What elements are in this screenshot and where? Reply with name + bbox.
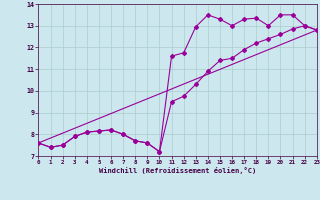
X-axis label: Windchill (Refroidissement éolien,°C): Windchill (Refroidissement éolien,°C) (99, 167, 256, 174)
